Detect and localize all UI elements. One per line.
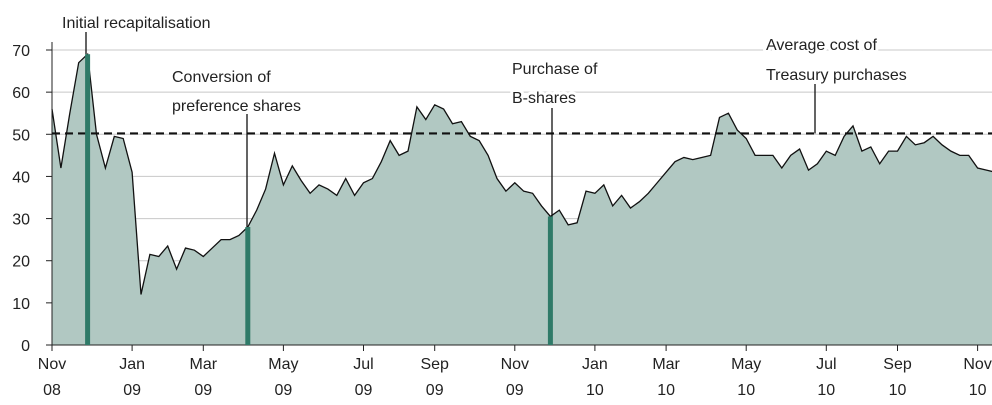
x-tick-label: Jan 09 bbox=[119, 356, 145, 399]
line bbox=[51, 52, 992, 295]
reference-label: Average cost of Treasury purchases bbox=[766, 37, 907, 84]
event-bar bbox=[245, 227, 251, 345]
x-tick-label: Nov 10 bbox=[963, 356, 991, 399]
annotation: Conversion of preference shares bbox=[172, 69, 301, 115]
y-tick-label: 50 bbox=[12, 127, 30, 144]
y-tick-label: 0 bbox=[21, 338, 30, 355]
event-bar bbox=[85, 54, 91, 345]
x-tick-label: May 09 bbox=[268, 356, 298, 399]
x-tick-label: Jul 09 bbox=[353, 356, 373, 399]
y-tick-label: 30 bbox=[12, 212, 30, 229]
y-tick-label: 20 bbox=[12, 254, 30, 271]
x-tick-label: May 10 bbox=[731, 356, 761, 399]
y-tick-label: 60 bbox=[12, 85, 30, 102]
x-tick-label: Mar 10 bbox=[652, 356, 680, 399]
y-tick-label: 40 bbox=[12, 169, 30, 186]
x-tick-label: Sep 10 bbox=[883, 356, 912, 399]
y-tick-label: 70 bbox=[12, 43, 30, 60]
x-tick-label: Jan 10 bbox=[582, 356, 608, 399]
x-tick-label: Jul 10 bbox=[816, 356, 836, 399]
x-tick-label: Nov 08 bbox=[38, 356, 66, 399]
x-tick-label: Sep 09 bbox=[420, 356, 449, 399]
annotation: Purchase of B-shares bbox=[512, 61, 598, 107]
event-bar bbox=[547, 216, 553, 345]
area bbox=[52, 54, 992, 345]
y-tick-label: 10 bbox=[12, 296, 30, 313]
x-tick-label: Nov 09 bbox=[501, 356, 529, 399]
x-tick-label: Mar 09 bbox=[190, 356, 218, 399]
annotation: Initial recapitalisation bbox=[62, 15, 211, 32]
